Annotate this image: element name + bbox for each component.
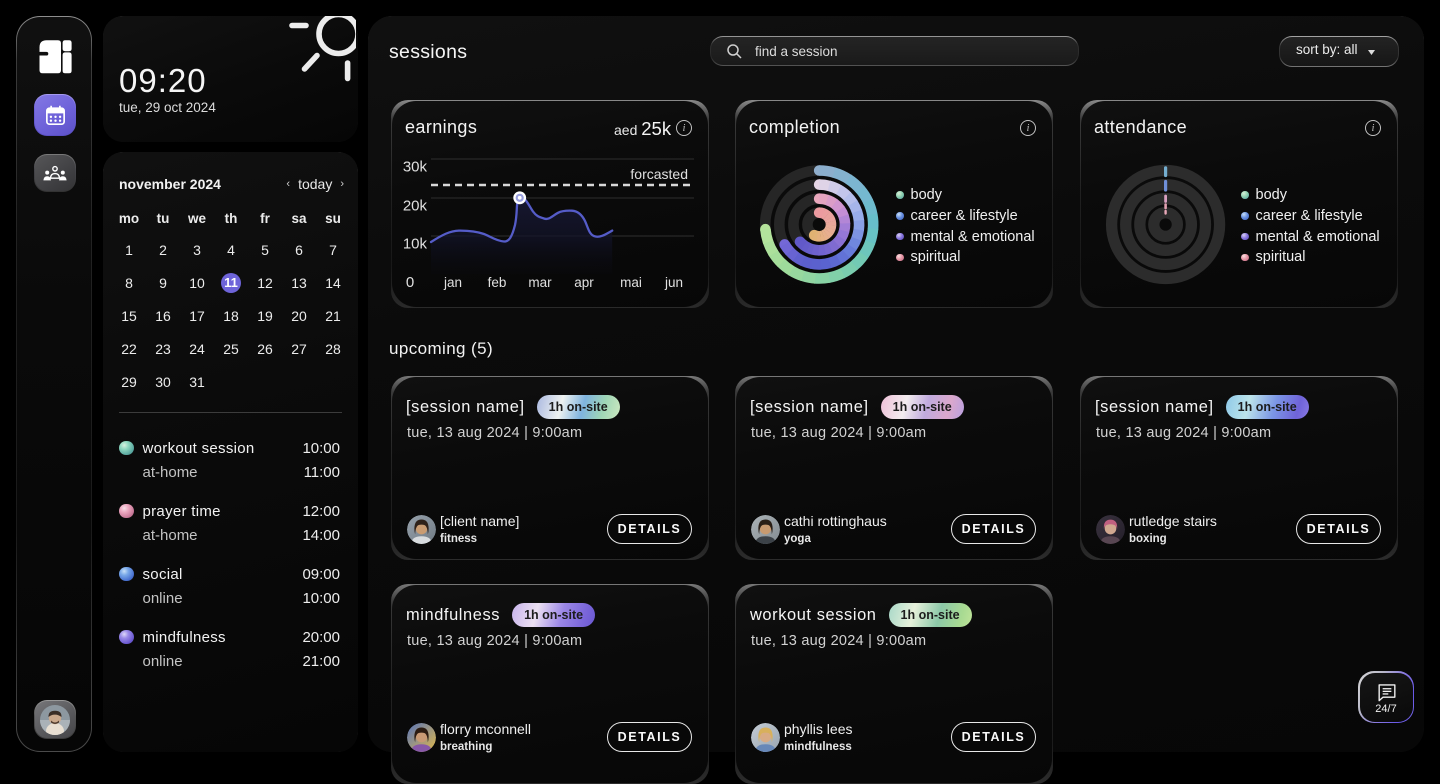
svg-text:feb: feb (488, 275, 507, 290)
svg-text:mai: mai (620, 275, 642, 290)
svg-text:0: 0 (406, 274, 414, 291)
svg-text:apr: apr (574, 275, 594, 290)
svg-text:10k: 10k (403, 236, 428, 253)
svg-text:forcasted: forcasted (630, 166, 688, 182)
svg-text:30k: 30k (403, 159, 428, 176)
svg-text:20k: 20k (403, 198, 428, 215)
svg-text:mar: mar (528, 275, 552, 290)
svg-text:jun: jun (664, 275, 683, 290)
svg-text:jan: jan (443, 275, 462, 290)
